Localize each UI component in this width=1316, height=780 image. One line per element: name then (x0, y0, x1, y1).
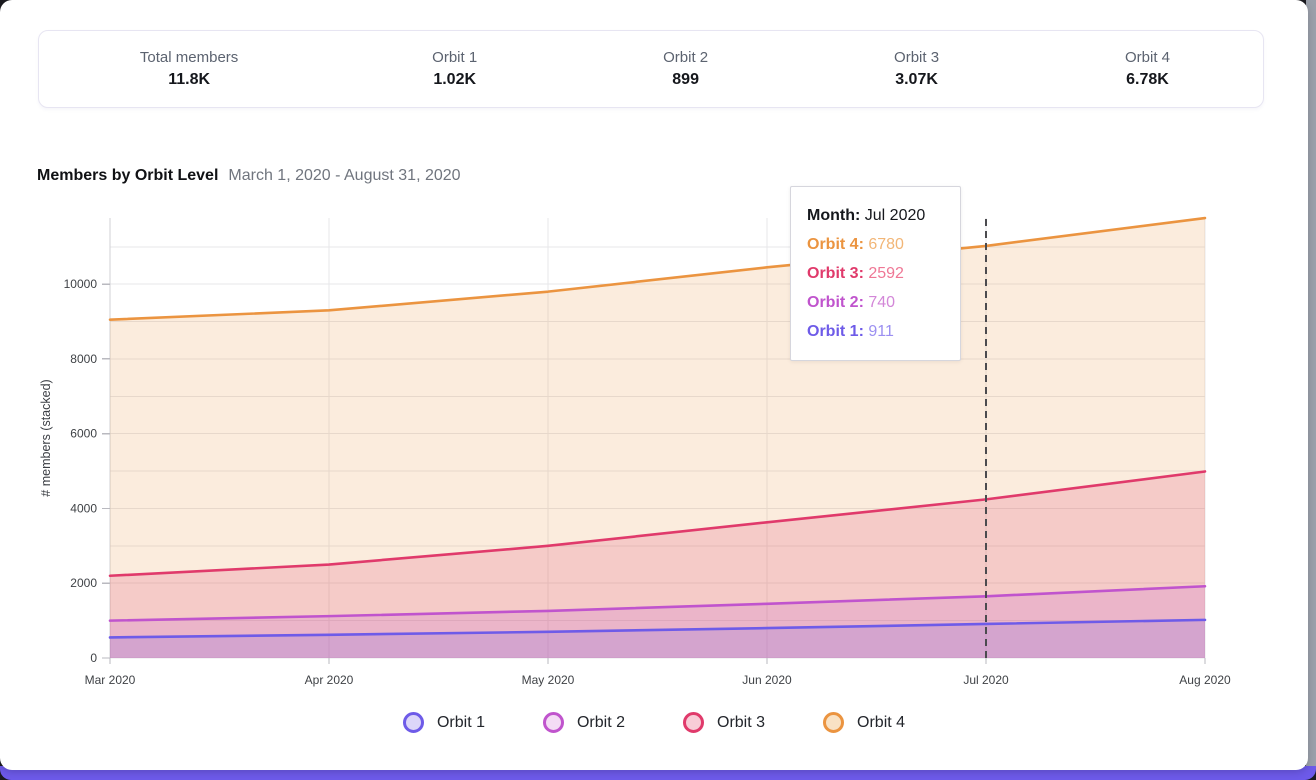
legend-item-orbit-3[interactable]: Orbit 3 (683, 712, 765, 733)
svg-text:6000: 6000 (70, 427, 97, 441)
chart-header: Members by Orbit Level March 1, 2020 - A… (37, 167, 461, 185)
svg-text:2000: 2000 (70, 576, 97, 590)
svg-text:Jun 2020: Jun 2020 (742, 673, 792, 687)
chart-date-range: March 1, 2020 - August 31, 2020 (228, 167, 461, 184)
svg-text:# members (stacked): # members (stacked) (39, 379, 53, 496)
tooltip-month-label: Month: (807, 207, 861, 224)
stat-label: Orbit 1 (432, 49, 478, 66)
stats-bar: Total members 11.8K Orbit 1 1.02K Orbit … (38, 30, 1264, 108)
tooltip-orbit-3-row: Orbit 3: 2592 (807, 265, 904, 282)
svg-text:8000: 8000 (70, 352, 97, 366)
stat-value: 899 (672, 71, 699, 88)
stat-orbit-4: Orbit 4 6.78K (1032, 49, 1263, 89)
stat-value: 1.02K (433, 71, 477, 88)
tooltip-orbit-4-row: Orbit 4: 6780 (807, 236, 904, 253)
orbit-4-swatch-icon (823, 712, 845, 733)
stat-orbit-3: Orbit 3 3.07K (801, 49, 1032, 89)
svg-text:4000: 4000 (70, 501, 97, 515)
svg-text:Jul 2020: Jul 2020 (963, 673, 1009, 687)
orbit-1-swatch-icon (402, 712, 424, 733)
legend-item-orbit-4[interactable]: Orbit 4 (823, 712, 905, 733)
stat-label: Orbit 3 (894, 49, 940, 66)
chart-legend: Orbit 1 Orbit 2 Orbit 3 Orbit 4 (0, 712, 1308, 733)
svg-text:Apr 2020: Apr 2020 (305, 673, 354, 687)
stat-total-members: Total members 11.8K (39, 49, 339, 89)
tooltip-month-row: Month: Jul 2020 (807, 207, 926, 224)
tooltip-orbit-1-row: Orbit 1: 911 (807, 323, 894, 340)
svg-text:Mar 2020: Mar 2020 (85, 673, 136, 687)
stat-label: Orbit 4 (1124, 49, 1170, 66)
stat-label: Orbit 2 (663, 49, 709, 66)
stat-value: 3.07K (895, 71, 938, 88)
chart-title: Members by Orbit Level (37, 167, 219, 184)
stat-label: Total members (139, 49, 239, 66)
orbit-level-stacked-area-chart[interactable]: 0 2000 4000 6000 8000 10000 Mar 2020 Apr 2020 Ma… (0, 0, 1316, 710)
tooltip-orbit-2-row: Orbit 2: 740 (807, 294, 896, 311)
window-right-edge (1306, 0, 1316, 766)
orbit-2-swatch-icon (542, 712, 564, 733)
legend-item-orbit-2[interactable]: Orbit 2 (542, 712, 625, 733)
stat-value: 11.8K (168, 71, 211, 88)
stat-orbit-1: Orbit 1 1.02K (339, 49, 570, 89)
legend-item-orbit-1[interactable]: Orbit 1 (402, 712, 485, 733)
stat-orbit-2: Orbit 2 899 (570, 49, 801, 89)
svg-text:10000: 10000 (64, 277, 98, 291)
chart-tooltip: Month: Jul 2020 Orbit 4: 6780 Orbit 3: 2… (790, 186, 961, 361)
svg-text:0: 0 (90, 651, 97, 665)
stat-value: 6.78K (1126, 71, 1169, 88)
svg-text:Aug 2020: Aug 2020 (1179, 673, 1231, 687)
svg-text:May 2020: May 2020 (522, 673, 575, 687)
orbit-3-swatch-icon (683, 712, 704, 733)
